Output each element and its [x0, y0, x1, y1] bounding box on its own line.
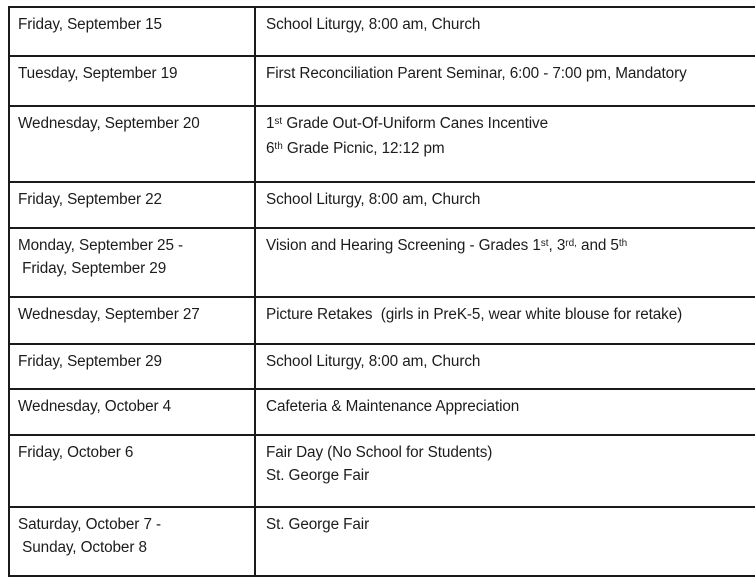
event-cell: First Reconciliation Parent Seminar, 6:0… [254, 55, 755, 107]
table-row: Wednesday, September 27 Picture Retakes … [8, 296, 755, 345]
date-cell: Friday, September 15 [8, 6, 256, 57]
text-segment: Grade Out-Of-Uniform Canes Incentive [282, 115, 548, 132]
text-line: 1st Grade Out-Of-Uniform Canes Incentive [266, 112, 755, 137]
text-line: Vision and Hearing Screening - Grades 1s… [266, 234, 755, 259]
text-segment: St. George Fair [266, 467, 370, 484]
text-segment: Friday, September 15 [18, 16, 162, 33]
text-segment: Saturday, October 7 - [18, 516, 162, 533]
text-segment: Sunday, October 8 [18, 539, 147, 556]
text-line: Tuesday, September 19 [18, 62, 248, 85]
text-segment: Fair Day (No School for Students) [266, 444, 493, 461]
date-cell: Friday, September 29 [8, 343, 256, 390]
text-line: Cafeteria & Maintenance Appreciation [266, 395, 755, 418]
text-line: Friday, September 22 [18, 188, 248, 211]
text-segment: Friday, October 6 [18, 444, 134, 461]
text-line: Monday, September 25 - [18, 234, 248, 257]
text-segment: and 5 [576, 237, 619, 254]
text-segment: Vision and Hearing Screening - Grades 1 [266, 237, 541, 254]
text-segment: Friday, September 29 [18, 260, 167, 277]
table-row: Wednesday, September 20 1st Grade Out-Of… [8, 105, 755, 183]
superscript-text: st [540, 237, 549, 249]
text-segment: School Liturgy, 8:00 am, Church [266, 191, 481, 208]
text-segment: St. George Fair [266, 516, 370, 533]
event-cell: St. George Fair [254, 506, 755, 577]
superscript-text: rd, [565, 237, 577, 249]
event-cell: School Liturgy, 8:00 am, Church [254, 343, 755, 390]
text-line: Fair Day (No School for Students) [266, 441, 755, 464]
date-cell: Friday, October 6 [8, 434, 256, 508]
text-segment: 1 [266, 115, 275, 132]
text-segment: Friday, September 29 [18, 353, 162, 370]
schedule-table: Friday, September 15 School Liturgy, 8:0… [8, 6, 755, 577]
event-cell: Vision and Hearing Screening - Grades 1s… [254, 227, 755, 298]
table-row: Saturday, October 7 - Sunday, October 8 … [8, 506, 755, 577]
event-cell: 1st Grade Out-Of-Uniform Canes Incentive… [254, 105, 755, 183]
text-segment: Grade Picnic, 12:12 pm [282, 140, 445, 157]
text-line: Wednesday, September 20 [18, 112, 248, 135]
text-segment: Picture Retakes (girls in PreK-5, wear w… [266, 306, 683, 323]
table-row: Monday, September 25 - Friday, September… [8, 227, 755, 298]
text-segment: First Reconciliation Parent Seminar, 6:0… [266, 65, 687, 82]
table-row: Friday, October 6 Fair Day (No School fo… [8, 434, 755, 508]
date-cell: Wednesday, September 27 [8, 296, 256, 345]
date-cell: Wednesday, September 20 [8, 105, 256, 183]
text-line: 6th Grade Picnic, 12:12 pm [266, 137, 755, 162]
text-line: St. George Fair [266, 464, 755, 487]
date-cell: Tuesday, September 19 [8, 55, 256, 107]
text-line: St. George Fair [266, 513, 755, 536]
text-segment: School Liturgy, 8:00 am, Church [266, 16, 481, 33]
text-line: Saturday, October 7 - [18, 513, 248, 536]
text-segment: , 3 [548, 237, 566, 254]
superscript-text: th [274, 140, 283, 152]
text-line: School Liturgy, 8:00 am, Church [266, 350, 755, 373]
superscript-text: th [618, 237, 628, 249]
text-line: Friday, October 6 [18, 441, 248, 464]
text-segment: Wednesday, September 27 [18, 306, 200, 323]
table-row: Tuesday, September 19 First Reconciliati… [8, 55, 755, 107]
event-cell: Picture Retakes (girls in PreK-5, wear w… [254, 296, 755, 345]
date-cell: Monday, September 25 - Friday, September… [8, 227, 256, 298]
text-segment: 6 [266, 140, 275, 157]
text-segment: School Liturgy, 8:00 am, Church [266, 353, 481, 370]
event-cell: Fair Day (No School for Students) St. Geo… [254, 434, 755, 508]
text-segment: Friday, September 22 [18, 191, 162, 208]
text-line: Friday, September 29 [18, 257, 248, 280]
text-segment: Wednesday, September 20 [18, 115, 200, 132]
date-cell: Wednesday, October 4 [8, 388, 256, 436]
table-row: Friday, September 15 School Liturgy, 8:0… [8, 6, 755, 57]
text-segment: Cafeteria & Maintenance Appreciation [266, 398, 520, 415]
date-cell: Saturday, October 7 - Sunday, October 8 [8, 506, 256, 577]
text-line: First Reconciliation Parent Seminar, 6:0… [266, 62, 755, 85]
text-line: Friday, September 15 [18, 13, 248, 36]
event-cell: School Liturgy, 8:00 am, Church [254, 181, 755, 229]
date-cell: Friday, September 22 [8, 181, 256, 229]
event-cell: Cafeteria & Maintenance Appreciation [254, 388, 755, 436]
superscript-text: st [274, 115, 283, 127]
text-line: School Liturgy, 8:00 am, Church [266, 13, 755, 36]
text-line: Sunday, October 8 [18, 536, 248, 559]
schedule-table-body: Friday, September 15 School Liturgy, 8:0… [8, 6, 755, 577]
text-segment: Wednesday, October 4 [18, 398, 172, 415]
text-line: Friday, September 29 [18, 350, 248, 373]
text-line: School Liturgy, 8:00 am, Church [266, 188, 755, 211]
text-segment: Monday, September 25 - [18, 237, 184, 254]
text-segment: Tuesday, September 19 [18, 65, 178, 82]
event-cell: School Liturgy, 8:00 am, Church [254, 6, 755, 57]
text-line: Wednesday, September 27 [18, 303, 248, 326]
text-line: Picture Retakes (girls in PreK-5, wear w… [266, 303, 755, 326]
text-line: Wednesday, October 4 [18, 395, 248, 418]
table-row: Friday, September 29 School Liturgy, 8:0… [8, 343, 755, 390]
table-row: Wednesday, October 4 Cafeteria & Mainten… [8, 388, 755, 436]
table-row: Friday, September 22 School Liturgy, 8:0… [8, 181, 755, 229]
